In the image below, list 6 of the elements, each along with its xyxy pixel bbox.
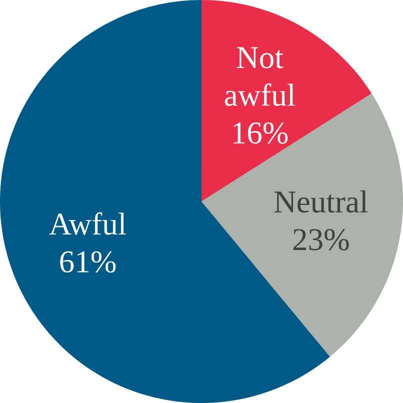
data-label: 16% xyxy=(234,122,288,144)
slice-label: Awful xyxy=(49,212,126,235)
slice-label: Neutral xyxy=(274,190,368,213)
slice-label: Not awful xyxy=(224,47,296,106)
data-label: 23% xyxy=(293,229,349,250)
data-label: 61% xyxy=(60,251,116,273)
